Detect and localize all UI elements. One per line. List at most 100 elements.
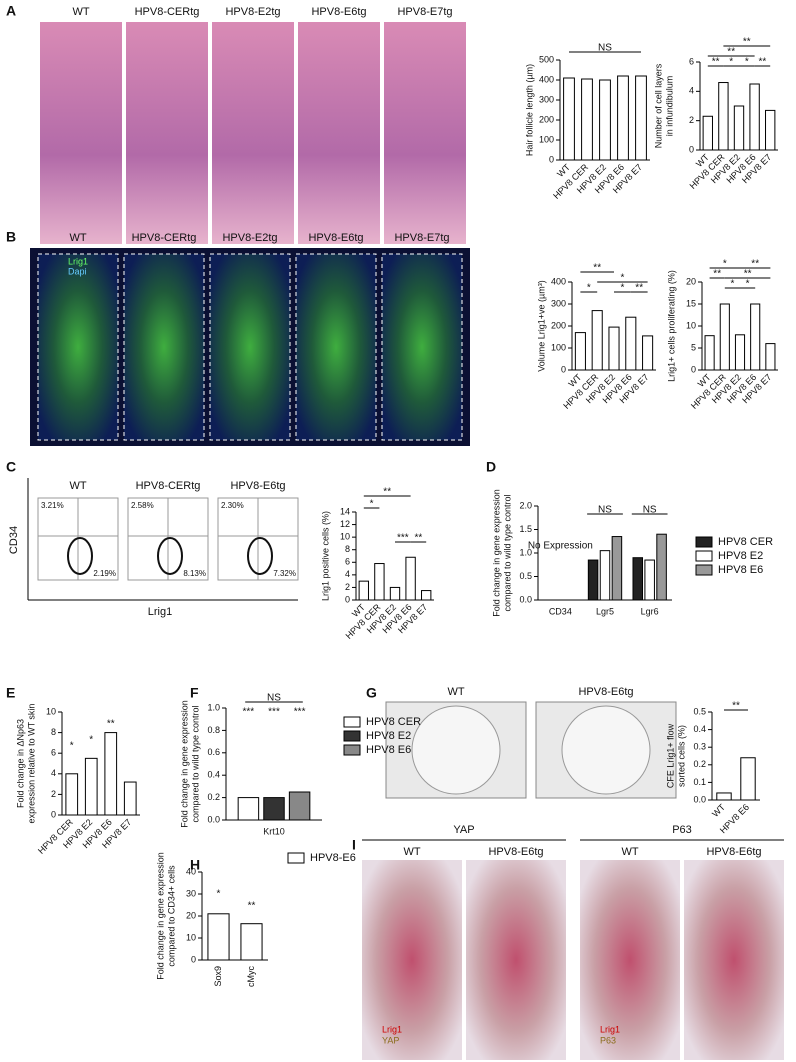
- image-label: HPV8-E7tg: [397, 6, 452, 18]
- bar: [599, 79, 611, 161]
- panel-letter: G: [366, 685, 377, 701]
- legend-swatch: [343, 716, 361, 728]
- y-tick-label: 30: [186, 888, 196, 898]
- bar: [617, 75, 629, 161]
- annotation: **: [751, 259, 759, 270]
- annotation: **: [248, 901, 256, 912]
- annotation: **: [383, 487, 391, 498]
- y-tick-label: 500: [539, 54, 554, 64]
- image-label: HPV8-E7tg: [394, 232, 449, 244]
- image-label: HPV8-E6tg: [488, 846, 543, 858]
- x-tick-label: Lgr5: [596, 606, 614, 616]
- stain-label: YAP: [382, 1035, 399, 1045]
- y-tick-label: 0: [191, 954, 196, 964]
- bar: [632, 557, 644, 601]
- legend-label: HPV8 E6: [718, 564, 763, 576]
- y-tick-label: 0.0: [519, 594, 532, 604]
- annotation: **: [759, 57, 767, 68]
- annotation: *: [217, 889, 221, 900]
- legend-label: HPV8-E6: [310, 852, 356, 864]
- bar: [719, 303, 730, 371]
- y-tick-label: 6: [51, 748, 56, 758]
- legend-swatch: [343, 730, 361, 742]
- bar: [734, 334, 746, 371]
- annotation: *: [587, 283, 591, 294]
- image-label: HPV8-E6tg: [311, 6, 366, 18]
- ihc-image: [580, 860, 680, 1060]
- y-tick-label: 20: [186, 910, 196, 920]
- annotation: *: [723, 259, 727, 270]
- bar: [207, 913, 230, 961]
- annotation: NS: [643, 505, 657, 516]
- bar: [750, 303, 761, 371]
- histology-image: [384, 22, 466, 244]
- plate: [411, 705, 501, 795]
- image-label: HPV8-E6tg: [706, 846, 761, 858]
- image-label: HPV8-E6tg: [578, 686, 633, 698]
- group-title: P63: [672, 824, 692, 836]
- y-tick-label: 0: [51, 809, 56, 819]
- x-tick-label: WT: [710, 802, 727, 819]
- stain-label: Lrig1: [68, 256, 88, 266]
- annotation: ***: [243, 707, 255, 718]
- annotation: *: [745, 57, 749, 68]
- bar: [405, 556, 416, 601]
- bar: [389, 586, 401, 601]
- y-tick-label: 0.0: [207, 814, 220, 824]
- panel-letter: B: [6, 229, 16, 245]
- plate: [561, 705, 651, 795]
- legend-swatch: [343, 744, 361, 756]
- image-label: HPV8-CERtg: [135, 6, 200, 18]
- image-label: WT: [403, 846, 420, 858]
- image-label: HPV8-E2tg: [222, 232, 277, 244]
- contour: [157, 537, 183, 575]
- y-tick-label: 0.1: [693, 777, 706, 787]
- y-tick-label: 10: [686, 320, 696, 330]
- panel-letter: I: [352, 837, 356, 853]
- y-tick-label: 0: [689, 144, 694, 154]
- group-title: YAP: [453, 824, 474, 836]
- legend-label: HPV8 CER: [718, 536, 773, 548]
- image-label: HPV8-E2tg: [225, 6, 280, 18]
- flow-axis-label: Lrig1: [148, 606, 172, 618]
- x-tick-label: cMyc: [246, 966, 256, 987]
- y-tick-label: 2: [51, 789, 56, 799]
- y-tick-label: 0: [549, 154, 554, 164]
- y-tick-label: 0.4: [207, 770, 220, 780]
- flow-lower: 7.32%: [273, 569, 296, 578]
- bar: [765, 343, 776, 371]
- legend-label: HPV8 E6: [366, 744, 411, 756]
- panel-letter: D: [486, 459, 496, 475]
- y-tick-label: 10: [46, 706, 56, 716]
- annotation: **: [635, 283, 643, 294]
- annotation: *: [730, 279, 734, 290]
- y-tick-label: 0: [691, 364, 696, 374]
- y-tick-label: 0.0: [693, 794, 706, 804]
- stain-label: P63: [600, 1035, 616, 1045]
- y-axis-label: Lrig1 positive cells (%): [320, 511, 330, 601]
- legend-swatch: [695, 550, 713, 562]
- y-tick-label: 200: [539, 114, 554, 124]
- annotation: *: [89, 735, 93, 746]
- y-tick-label: 0.3: [693, 742, 706, 752]
- y-axis-label: Lrig1+ cells proliferating (%): [666, 270, 676, 382]
- bar: [644, 559, 655, 601]
- stain-label: Lrig1: [382, 1024, 402, 1034]
- bar: [123, 781, 137, 816]
- bar: [718, 82, 729, 151]
- y-tick-label: 4: [689, 86, 694, 96]
- fluorescence-image: [295, 253, 377, 441]
- legend-swatch: [695, 536, 713, 548]
- annotation: **: [744, 269, 752, 280]
- bar: [642, 335, 654, 371]
- annotation: *: [620, 273, 624, 284]
- bar: [240, 923, 263, 961]
- y-axis-label: compared to wild type control: [190, 705, 200, 822]
- fluorescence-image: [123, 253, 205, 441]
- y-tick-label: 0.5: [693, 706, 706, 716]
- bar: [65, 773, 79, 816]
- bar: [581, 78, 593, 161]
- y-tick-label: 8: [51, 727, 56, 737]
- annotation: ***: [268, 707, 280, 718]
